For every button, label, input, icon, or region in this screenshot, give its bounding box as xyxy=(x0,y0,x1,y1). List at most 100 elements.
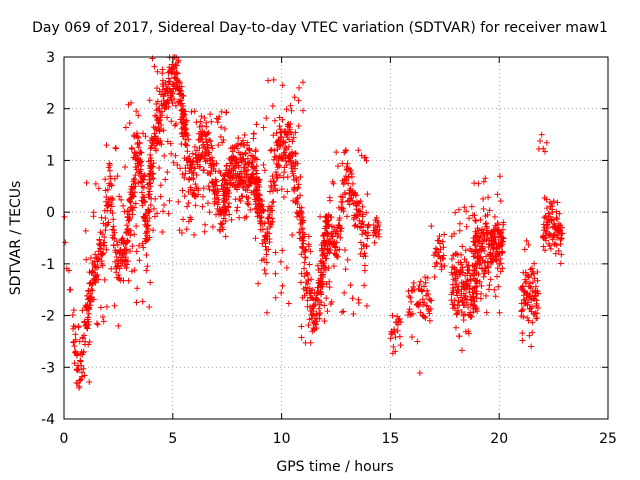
data-point xyxy=(85,318,92,325)
data-point xyxy=(109,196,116,203)
data-point xyxy=(88,286,95,293)
data-point xyxy=(274,187,281,194)
data-point xyxy=(496,309,503,316)
data-point xyxy=(355,147,362,154)
data-point xyxy=(208,118,215,125)
data-point xyxy=(553,214,560,221)
data-point xyxy=(341,289,348,296)
data-point xyxy=(340,208,347,215)
data-point xyxy=(373,227,380,234)
data-point xyxy=(538,131,545,138)
data-point xyxy=(99,262,106,269)
chart-title: Day 069 of 2017, Sidereal Day-to-day VTE… xyxy=(32,20,608,36)
data-point xyxy=(299,225,306,232)
data-point xyxy=(266,230,273,237)
data-point xyxy=(323,255,330,262)
data-point xyxy=(164,97,171,104)
data-point xyxy=(103,246,110,253)
data-point xyxy=(339,160,346,167)
data-point xyxy=(436,233,443,240)
data-point xyxy=(220,137,227,144)
data-point xyxy=(76,338,83,345)
data-point xyxy=(146,188,153,195)
data-point xyxy=(108,182,115,189)
data-point xyxy=(285,300,292,307)
data-point xyxy=(477,216,484,223)
data-point xyxy=(102,176,109,183)
data-point xyxy=(519,337,526,344)
data-point xyxy=(354,212,361,219)
data-point xyxy=(140,173,147,180)
data-point xyxy=(158,141,165,148)
data-point xyxy=(234,145,241,152)
data-point xyxy=(472,284,479,291)
data-point xyxy=(361,250,368,257)
data-point xyxy=(145,185,152,192)
data-point xyxy=(480,206,487,213)
data-point xyxy=(257,214,264,221)
data-point xyxy=(483,309,490,316)
data-point xyxy=(299,79,306,86)
data-point xyxy=(71,343,78,350)
data-point xyxy=(301,231,308,238)
data-point xyxy=(252,180,259,187)
data-point xyxy=(136,242,143,249)
data-point xyxy=(245,201,252,208)
data-point xyxy=(359,203,366,210)
x-tick-label: 10 xyxy=(273,431,291,447)
data-point xyxy=(149,55,156,62)
data-point xyxy=(269,207,276,214)
data-point xyxy=(116,193,123,200)
data-point xyxy=(120,202,127,209)
data-point xyxy=(255,280,262,287)
data-point xyxy=(317,213,324,220)
data-point xyxy=(473,305,480,312)
data-point xyxy=(361,267,368,274)
data-point xyxy=(168,150,175,157)
data-point xyxy=(276,172,283,179)
data-point xyxy=(81,332,88,339)
data-point xyxy=(425,291,432,298)
data-point xyxy=(302,284,309,291)
data-point xyxy=(472,277,479,284)
data-point xyxy=(108,203,115,210)
data-point xyxy=(189,150,196,157)
data-point xyxy=(279,116,286,123)
data-point xyxy=(166,197,173,204)
data-point xyxy=(186,153,193,160)
data-point xyxy=(204,141,211,148)
data-point xyxy=(397,342,404,349)
data-point xyxy=(234,140,241,147)
data-point xyxy=(199,150,206,157)
data-point xyxy=(266,188,273,195)
data-point xyxy=(556,210,563,217)
data-point xyxy=(207,111,214,118)
data-point xyxy=(534,277,541,284)
data-point xyxy=(200,166,207,173)
data-point xyxy=(215,142,222,149)
data-point xyxy=(441,231,448,238)
data-point xyxy=(428,297,435,304)
data-point xyxy=(302,339,309,346)
data-point xyxy=(150,175,157,182)
data-point xyxy=(526,332,533,339)
data-point xyxy=(233,207,240,214)
data-point xyxy=(212,182,219,189)
data-point xyxy=(111,235,118,242)
data-point xyxy=(499,248,506,255)
data-point xyxy=(110,223,117,230)
data-point xyxy=(150,170,157,177)
data-point xyxy=(419,312,426,319)
data-point xyxy=(215,188,222,195)
data-point xyxy=(375,231,382,238)
data-point xyxy=(543,205,550,212)
data-point xyxy=(540,243,547,250)
data-point xyxy=(282,139,289,146)
data-point xyxy=(272,294,279,301)
data-point xyxy=(126,120,133,127)
data-point xyxy=(213,178,220,185)
data-point xyxy=(180,93,187,100)
data-point xyxy=(458,308,465,315)
data-point xyxy=(167,78,174,85)
data-point xyxy=(462,292,469,299)
